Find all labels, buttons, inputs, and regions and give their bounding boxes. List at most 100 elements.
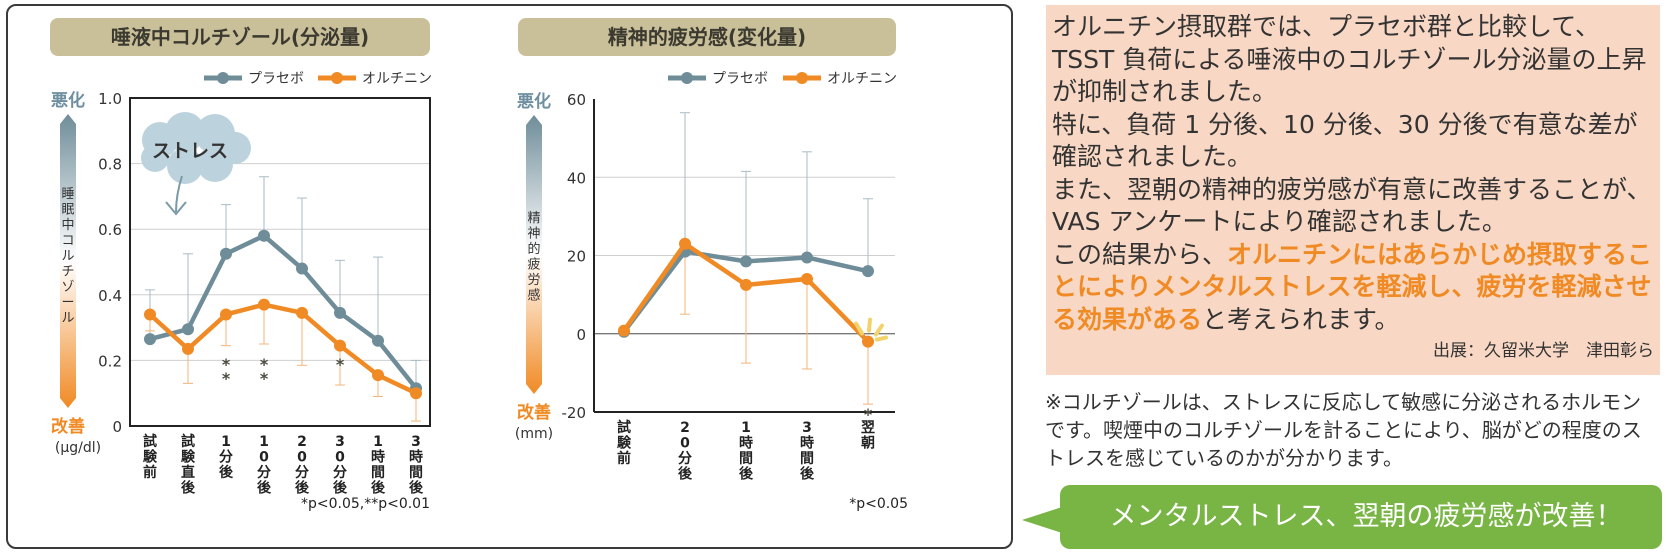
data-point (862, 265, 874, 278)
emphasis-burst (874, 323, 884, 337)
description-highlight: オルニチンにはあらかじめ摂取することによりメンタルストレスを軽減し、疲労を軽減さ… (1052, 239, 1653, 334)
x-tick-label: 朝 (861, 435, 875, 452)
description-p2: 特に、負荷 1 分後、10 分後、30 分後で有意な差が確認されました。 (1052, 109, 1638, 172)
y-tick-label: 0 (576, 326, 586, 344)
x-tick-label: 分 (257, 465, 271, 481)
x-tick-label: 験 (617, 435, 632, 452)
y-axis-title: 眠 (61, 203, 74, 218)
chart1-svg: 00.20.40.60.81.0悪化改善(μg/dl)睡眠中コルチゾールプラセボ… (51, 71, 432, 512)
x-tick-label: 後 (333, 480, 348, 497)
x-tick-label: 0 (297, 450, 307, 466)
x-tick-label: 0 (335, 450, 345, 466)
x-tick-label: 後 (257, 480, 272, 497)
emphasis-burst (854, 321, 864, 336)
y-tick-label: 0.4 (98, 287, 122, 305)
data-point (258, 229, 270, 242)
y-axis-title: ゾ (61, 280, 74, 295)
significance-mark: * (222, 355, 231, 374)
x-tick-label: 試 (617, 419, 631, 436)
y-tick-label: 0.2 (98, 352, 122, 370)
better-label: 改善 (51, 416, 85, 437)
charts-panel (6, 4, 1013, 549)
data-point (740, 255, 752, 268)
legend-label: オルチニン (827, 71, 897, 87)
data-point (220, 247, 232, 260)
y-tick-label: 20 (567, 248, 586, 266)
data-point (182, 342, 194, 355)
footnote: *p<0.05 (849, 496, 908, 512)
x-tick-label: 分 (219, 450, 233, 466)
x-tick-label: 3 (411, 434, 421, 450)
legend-label: プラセボ (712, 71, 768, 87)
x-tick-label: 後 (219, 464, 234, 481)
x-tick-label: 間 (409, 465, 423, 481)
x-tick-label: 分 (333, 465, 347, 481)
worse-label: 悪化 (51, 90, 85, 111)
footnote: *p<0.05,**p<0.01 (301, 496, 430, 512)
stress-cloud (141, 112, 251, 184)
cortisol-note: ※コルチゾールは、ストレスに反応して敏感に分泌されるホルモンです。喫煙中のコルチ… (1045, 390, 1642, 470)
y-axis-title: 精 (527, 211, 540, 226)
y-axis-title: 睡 (61, 187, 74, 202)
x-tick-label: 1 (259, 434, 269, 450)
data-point (296, 306, 308, 319)
x-tick-label: 後 (409, 480, 424, 497)
y-axis-title: ル (61, 249, 74, 264)
x-tick-label: 分 (295, 465, 309, 481)
chart2-title: 精神的疲労感(変化量) (518, 18, 896, 56)
description-p1: オルニチン摂取群では、プラセボ群と比較して、TSST 負荷による唾液中のコルチゾ… (1052, 12, 1647, 106)
data-point (740, 278, 752, 291)
x-tick-label: 間 (800, 451, 814, 467)
x-tick-label: 3 (335, 434, 345, 450)
y-tick-label: -20 (562, 404, 587, 422)
legend-label: プラセボ (248, 71, 304, 87)
legend-marker (217, 72, 229, 84)
x-tick-label: 翌 (861, 420, 875, 436)
y-axis-title: 労 (527, 273, 540, 288)
y-tick-label: 40 (567, 169, 586, 187)
data-point (410, 387, 422, 400)
callout-tail (1022, 507, 1062, 533)
significance-mark: * (260, 369, 269, 388)
x-tick-label: 間 (371, 465, 385, 481)
description-panel: オルニチン摂取群では、プラセボ群と比較して、TSST 負荷による唾液中のコルチゾ… (1046, 5, 1660, 375)
y-unit: (μg/dl) (55, 440, 101, 456)
data-point (182, 323, 194, 336)
x-tick-label: 前 (617, 450, 631, 467)
chart1-title: 唾液中コルチゾール(分泌量) (50, 18, 430, 56)
series-line (148, 302, 417, 396)
x-tick-label: 時 (371, 449, 385, 466)
y-tick-label: 0.6 (98, 221, 122, 239)
y-tick-label: 0 (112, 418, 122, 436)
data-point (144, 333, 156, 346)
y-tick-label: 1.0 (98, 90, 122, 108)
x-tick-label: 3 (802, 420, 812, 436)
result-callout: メンタルストレス、翌朝の疲労感が改善！ (1060, 485, 1662, 549)
worse-better-gradient-arrow (60, 114, 76, 408)
worse-better-gradient-arrow (526, 115, 542, 394)
description-p4: この結果から、オルニチンにはあらかじめ摂取することによりメンタルストレスを軽減し… (1052, 239, 1654, 337)
y-axis-title: 的 (527, 241, 540, 257)
data-point (801, 272, 813, 285)
data-point (862, 335, 874, 348)
better-label: 改善 (517, 402, 551, 423)
data-point (258, 298, 270, 311)
description-p4-tail: と考えられます。 (1202, 304, 1400, 334)
x-tick-label: 後 (371, 480, 386, 497)
x-tick-label: 前 (143, 464, 157, 481)
x-tick-label: 時 (800, 435, 814, 452)
data-point (801, 251, 813, 264)
data-point (334, 339, 346, 352)
data-point (144, 308, 156, 321)
data-point (679, 237, 691, 250)
legend-marker (331, 72, 343, 84)
y-axis-title: 感 (527, 288, 540, 304)
x-tick-label: 後 (800, 466, 815, 483)
plot-frame (129, 97, 431, 427)
x-tick-label: 2 (297, 434, 307, 450)
y-axis-title: ル (61, 311, 74, 326)
x-tick-label: 試 (143, 433, 157, 450)
x-tick-label: 後 (739, 466, 754, 483)
significance-mark: * (336, 355, 345, 374)
x-tick-label: 0 (259, 450, 269, 466)
